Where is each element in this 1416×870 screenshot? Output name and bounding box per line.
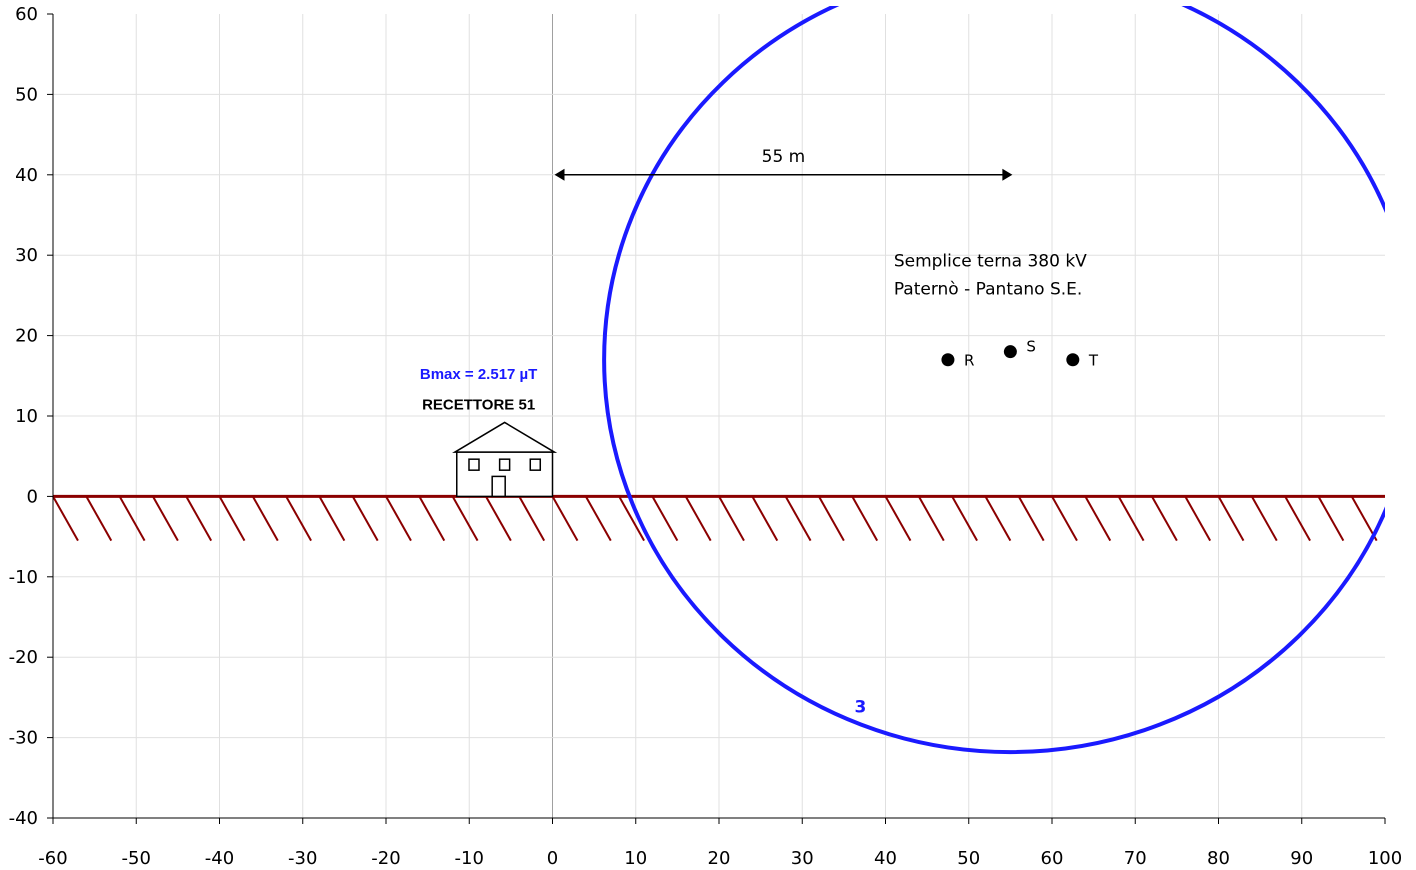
ground-hatch [251, 495, 279, 542]
contour-3: 3 [602, 6, 1385, 754]
y-tick-label: 20 [15, 326, 38, 347]
x-tick-label: -60 [38, 848, 67, 869]
ground-hatch [185, 495, 213, 542]
x-tick-label: -20 [371, 848, 400, 869]
ground-hatch [118, 495, 146, 542]
line-title: Paternò - Pantano S.E. [894, 279, 1083, 299]
conductor-label: R [964, 352, 974, 370]
house-window [468, 458, 480, 471]
x-tick-label: 70 [1124, 848, 1147, 869]
ground-hatch [1250, 495, 1278, 542]
y-tick-label: -30 [9, 728, 38, 749]
x-tick-label: 60 [1041, 848, 1064, 869]
conductor-dot [1003, 345, 1017, 359]
ground-hatch [751, 495, 779, 542]
y-tick-label: 60 [15, 4, 38, 25]
ground-hatch [385, 495, 412, 542]
y-tick-label: -40 [9, 808, 38, 829]
ground-hatch [1151, 495, 1178, 542]
ground-hatch [984, 495, 1012, 542]
ground-hatch [584, 495, 612, 542]
ground-hatch [518, 495, 546, 542]
y-tick-label: 0 [27, 486, 38, 507]
ground-hatch [1217, 495, 1245, 542]
ground-hatch [52, 495, 79, 542]
x-tick-label: 80 [1207, 848, 1230, 869]
contour-label-bg [852, 693, 869, 716]
ground-hatch [351, 495, 379, 542]
conductor-dot [1066, 353, 1080, 367]
contour-level-label: 3 [855, 697, 867, 717]
ground-hatch [318, 495, 346, 542]
y-tick-label: 50 [15, 84, 38, 105]
contour-line [602, 6, 1385, 754]
x-tick-label: 100 [1368, 848, 1402, 869]
x-tick-label: 40 [874, 848, 897, 869]
y-tick-label: 10 [15, 406, 38, 427]
distance-label: 55 m [762, 147, 806, 167]
ground-hatch [152, 495, 179, 542]
ground-hatch [651, 495, 679, 542]
ground-hatch [618, 495, 645, 542]
ground-hatch [884, 495, 912, 542]
ground-hatch [1184, 495, 1212, 542]
ground-hatch [917, 495, 945, 542]
x-tick-label: 50 [957, 848, 980, 869]
ground-hatch [551, 495, 579, 542]
x-tick-label: 90 [1290, 848, 1313, 869]
annotations: R S T 55 m Semplice terna 380 kV Paternò - Pa… [420, 147, 1099, 414]
ground-hatch [285, 495, 312, 542]
y-tick-label: -10 [9, 567, 38, 588]
x-tick-label: 30 [791, 848, 814, 869]
ground-hatch [418, 495, 446, 542]
ground-hatch [1284, 495, 1311, 542]
ground-hatch [1350, 495, 1378, 542]
ground-hatch [218, 495, 246, 542]
conductor-label: S [1026, 338, 1036, 356]
x-tick-label: -50 [122, 848, 151, 869]
ground-hatch [451, 495, 479, 542]
ground-hatch [684, 495, 712, 542]
receptor-name: RECETTORE 51 [422, 397, 535, 414]
grid [53, 14, 1385, 818]
ground-hatch [718, 495, 745, 542]
ground-hatch [851, 495, 879, 542]
house-icon [452, 421, 558, 498]
arrow-right-icon [1002, 168, 1013, 181]
x-axis-ticks: -60 -50 -40 -30 -20 -10 0 10 20 30 40 50 60 70 80 90 100 [38, 818, 1402, 869]
conductor-dot [941, 353, 955, 367]
x-tick-label: 10 [624, 848, 647, 869]
y-tick-label: 40 [15, 165, 38, 186]
line-title: Semplice terna 380 kV [894, 251, 1087, 271]
x-tick-label: 0 [547, 848, 558, 869]
house-window [498, 458, 511, 471]
y-tick-label: -20 [9, 647, 38, 668]
house-door [491, 475, 506, 498]
conductor-label: T [1088, 352, 1099, 370]
ground-hatch [1317, 495, 1345, 542]
ground-hatch [818, 495, 845, 542]
ground-hatch [1084, 495, 1112, 542]
y-tick-label: 30 [15, 245, 38, 266]
ground-hatch [85, 495, 113, 542]
ground-hatch [1051, 495, 1078, 542]
ground-hatch [485, 495, 512, 542]
house-window [529, 458, 542, 471]
ground-hatch [1117, 495, 1145, 542]
bmax-label: Bmax = 2.517 µT [420, 366, 537, 383]
x-tick-label: -10 [455, 848, 484, 869]
ground-line [52, 494, 1385, 542]
x-tick-label: -40 [205, 848, 234, 869]
x-tick-label: 20 [708, 848, 731, 869]
arrow-left-icon [554, 168, 565, 181]
ground-hatch [951, 495, 978, 542]
y-axis-ticks: 60 50 40 30 20 10 0 -10 -20 -30 -40 [9, 4, 53, 829]
ground-hatch [784, 495, 812, 542]
x-tick-label: -30 [288, 848, 317, 869]
ground-hatch [1017, 495, 1045, 542]
